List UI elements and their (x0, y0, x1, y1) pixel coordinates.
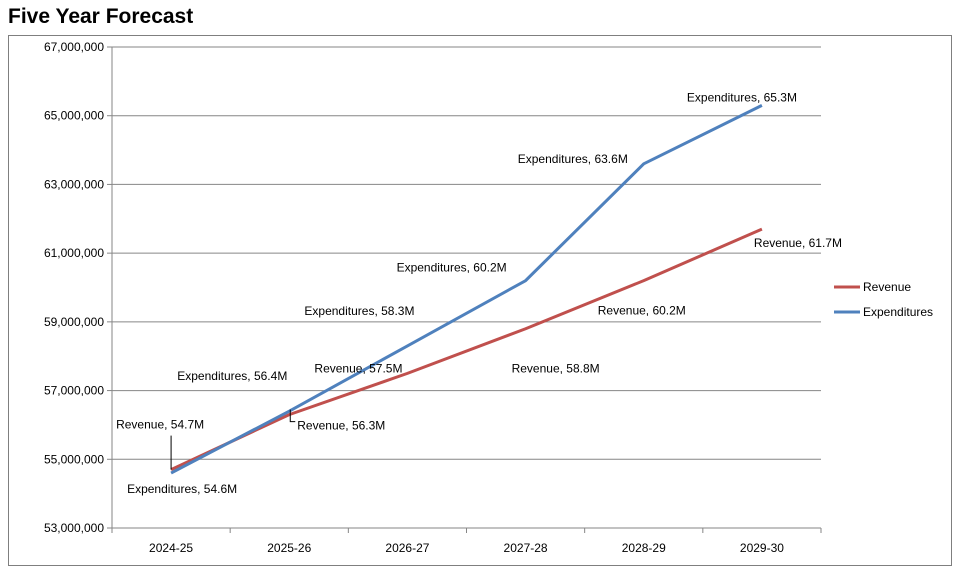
data-label-expenditures: Expenditures, 60.2M (397, 261, 507, 275)
x-tick-label: 2027-28 (504, 541, 548, 555)
y-tick-label: 65,000,000 (44, 109, 104, 123)
y-tick-label: 63,000,000 (44, 177, 104, 191)
chart-frame: 53,000,000 55,000,000 57,000,000 59,000,000… (8, 35, 952, 566)
y-tick-label: 57,000,000 (44, 384, 104, 398)
x-tick-label: 2025-26 (267, 541, 311, 555)
legend-label-revenue: Revenue (863, 280, 911, 294)
data-label-revenue: Revenue, 58.8M (512, 362, 600, 376)
data-label-revenue: Revenue, 61.7M (754, 236, 842, 250)
data-label-revenue: Revenue, 57.5M (314, 361, 402, 375)
y-tick-label: 61,000,000 (44, 246, 104, 260)
y-tick-label: 55,000,000 (44, 452, 104, 466)
x-tick-label: 2029-30 (740, 541, 784, 555)
y-tick-label: 67,000,000 (44, 40, 104, 54)
data-label-expenditures: Expenditures, 65.3M (687, 90, 797, 104)
x-tick-label: 2024-25 (149, 541, 193, 555)
data-label-expenditures: Expenditures, 56.4M (177, 369, 287, 383)
legend-label-expenditures: Expenditures (863, 305, 933, 319)
data-label-expenditures: Expenditures, 58.3M (304, 304, 414, 318)
data-label-revenue: Revenue, 54.7M (116, 418, 204, 432)
leader-line (289, 409, 296, 423)
y-tick-label: 53,000,000 (44, 521, 104, 535)
chart-title: Five Year Forecast (8, 5, 194, 28)
chart-plot: 53,000,000 55,000,000 57,000,000 59,000,000… (44, 40, 933, 555)
x-tick-label: 2028-29 (622, 541, 666, 555)
x-tick-label: 2026-27 (385, 541, 429, 555)
data-label-revenue: Revenue, 56.3M (297, 419, 385, 433)
data-label-revenue: Revenue, 60.2M (598, 304, 686, 318)
y-tick-label: 59,000,000 (44, 315, 104, 329)
data-label-expenditures: Expenditures, 63.6M (518, 152, 628, 166)
data-label-expenditures: Expenditures, 54.6M (127, 482, 237, 496)
series-line-revenue (170, 227, 763, 471)
series-line-expenditures (170, 104, 763, 475)
